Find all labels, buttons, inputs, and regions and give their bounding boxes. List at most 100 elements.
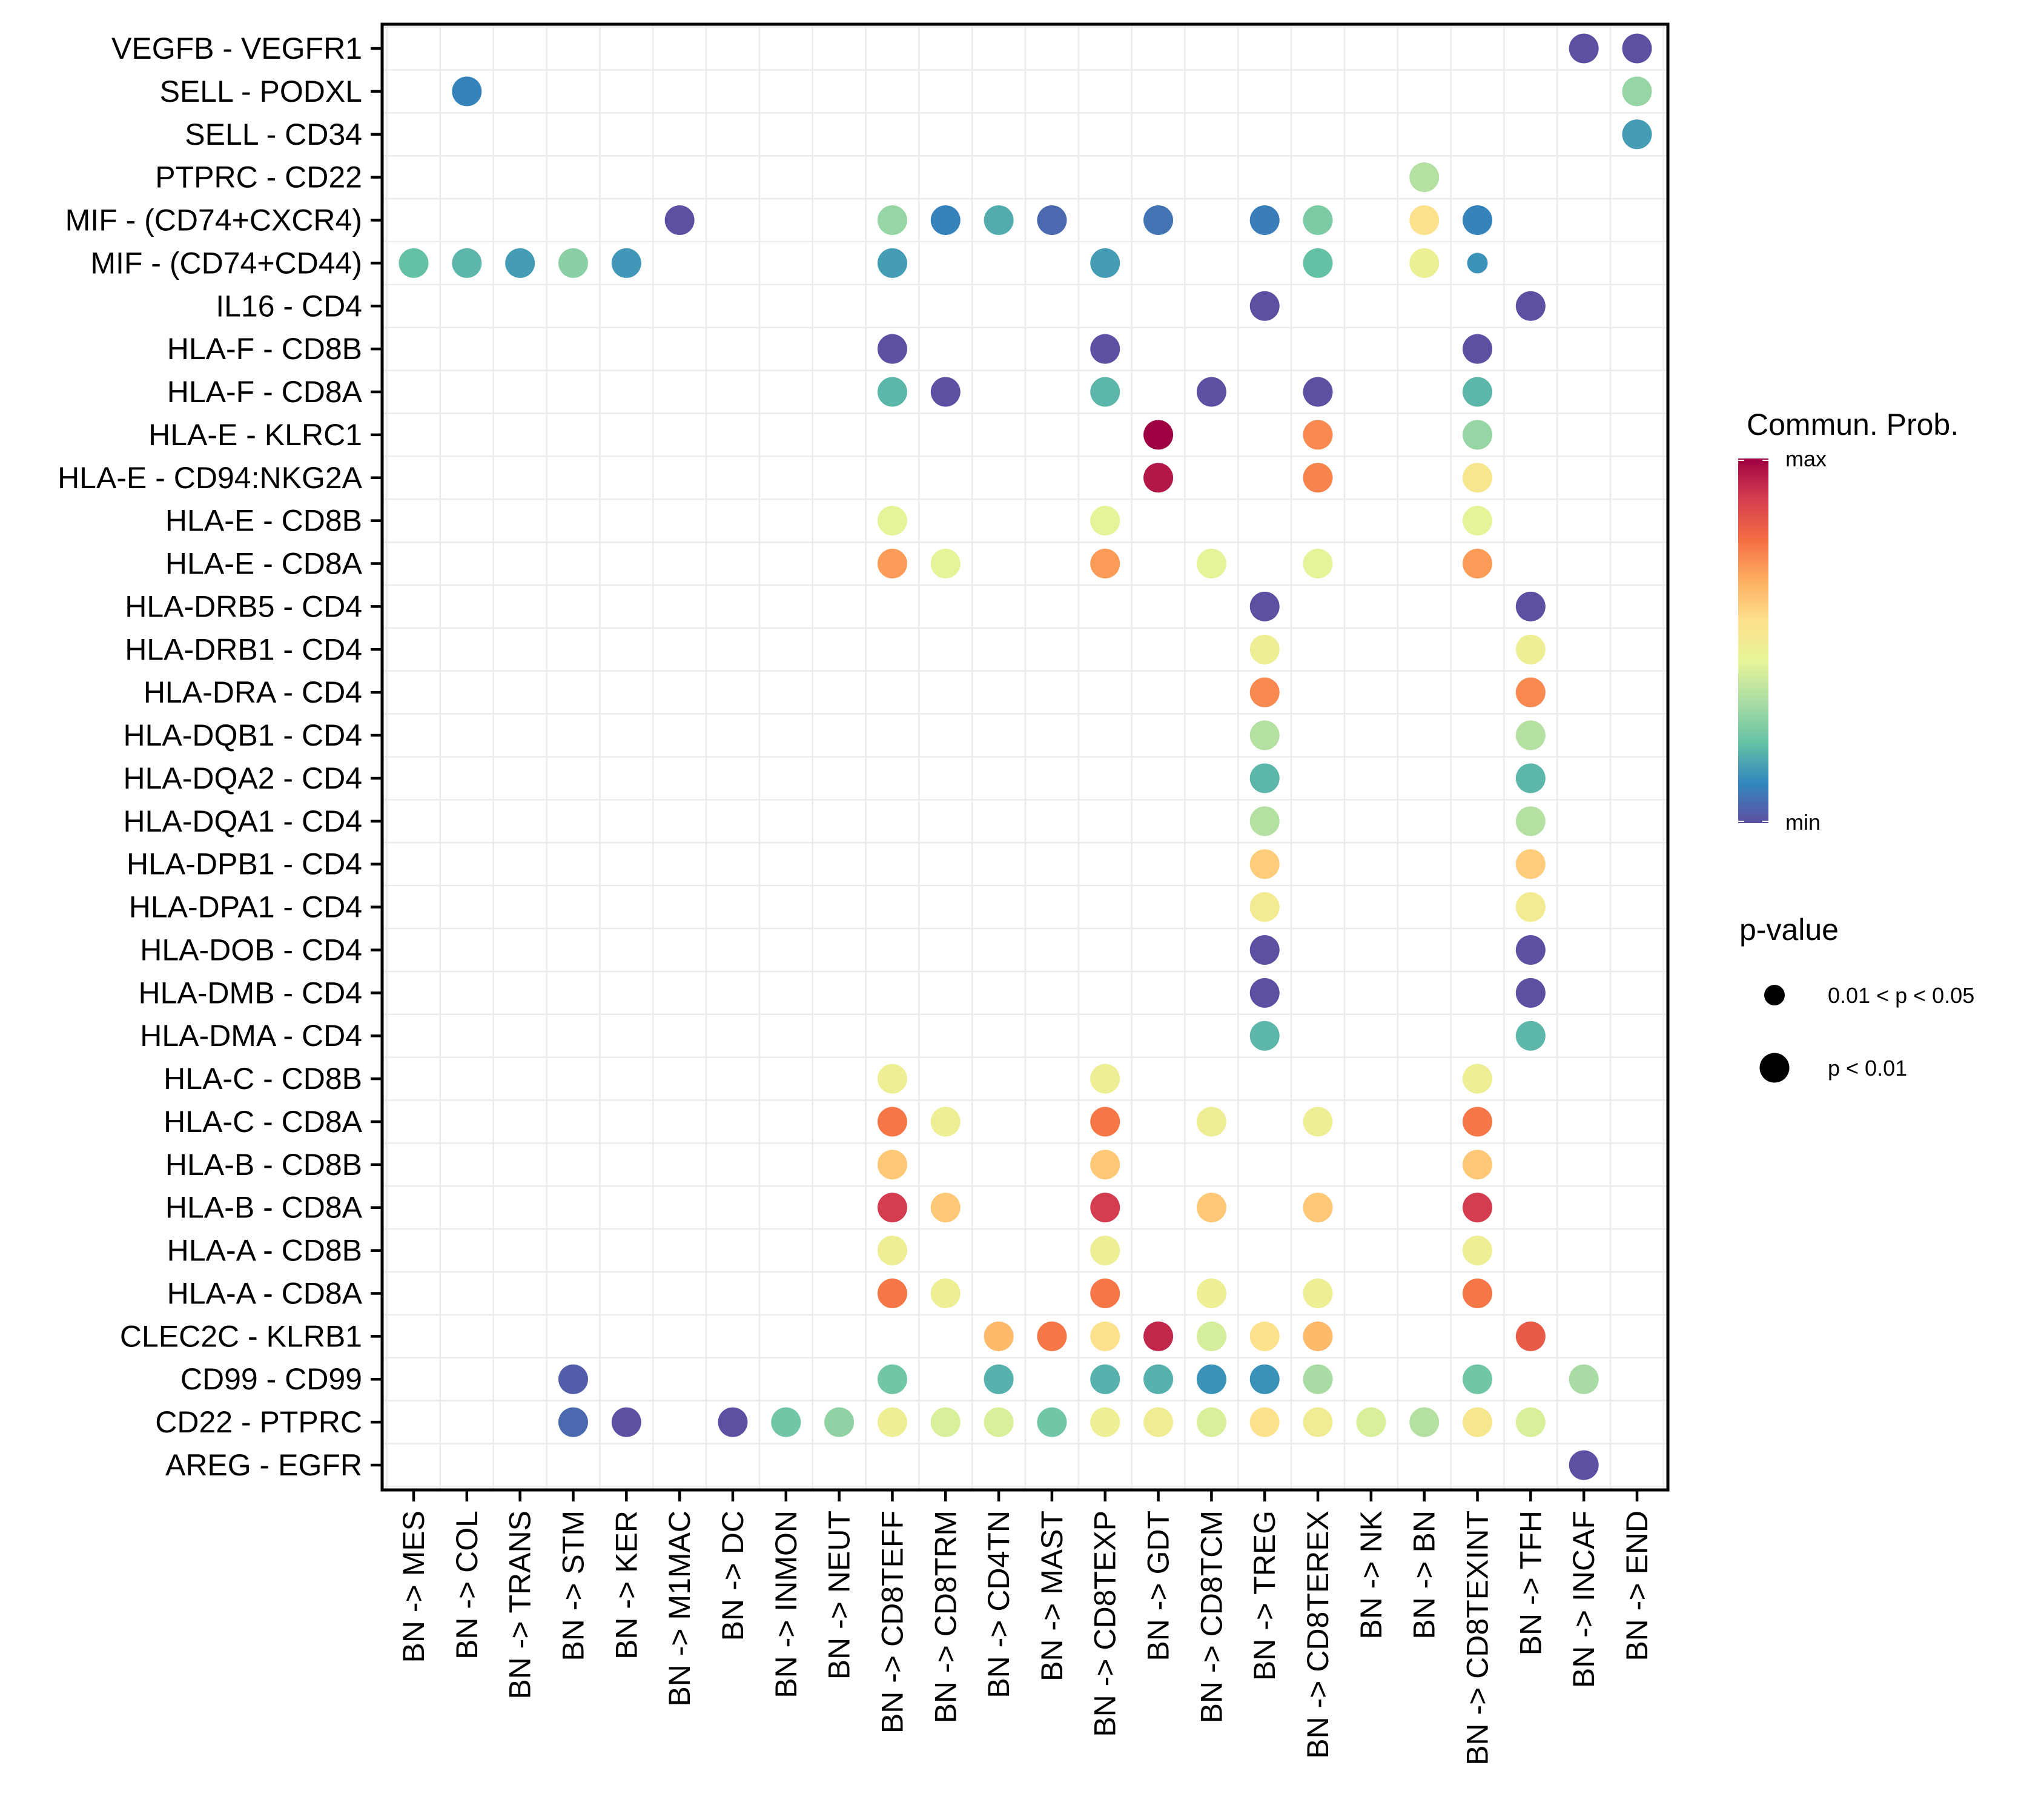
y-tick-label: HLA-F - CD8A <box>167 375 363 409</box>
x-tick-label: BN -> NK <box>1354 1511 1388 1640</box>
data-point <box>984 1364 1014 1394</box>
y-tick-label: HLA-A - CD8B <box>167 1234 362 1268</box>
x-tick-label: BN -> GDT <box>1142 1511 1176 1661</box>
data-point <box>1196 1107 1226 1137</box>
data-point <box>1196 1193 1226 1223</box>
data-point <box>1303 1193 1333 1223</box>
y-tick-label: HLA-C - CD8A <box>164 1105 362 1139</box>
data-point <box>930 377 961 407</box>
data-point <box>611 1407 641 1437</box>
y-tick-label: SELL - PODXL <box>160 74 362 108</box>
data-point <box>1622 119 1652 150</box>
y-tick-label: HLA-B - CD8A <box>165 1191 363 1225</box>
data-point <box>877 1064 907 1094</box>
data-point <box>1249 978 1280 1008</box>
data-point <box>1515 849 1546 879</box>
data-point <box>1303 1321 1333 1351</box>
size-legend-label-large: p < 0.01 <box>1828 1056 1907 1081</box>
points <box>399 33 1652 1480</box>
data-point <box>877 1193 907 1223</box>
data-point <box>558 1364 588 1394</box>
data-point <box>1515 892 1546 922</box>
data-point <box>1249 205 1280 236</box>
data-point <box>877 506 907 536</box>
data-point <box>930 1278 961 1308</box>
data-point <box>1090 1193 1120 1223</box>
data-point <box>1037 205 1067 236</box>
y-tick-label: HLA-DPB1 - CD4 <box>127 847 362 881</box>
data-point <box>1467 253 1488 274</box>
y-tick-label: HLA-E - CD94:NKG2A <box>58 461 363 495</box>
data-point <box>1249 763 1280 793</box>
y-tick-label: HLA-DQA1 - CD4 <box>123 804 362 838</box>
colorbar <box>1738 458 1768 823</box>
x-tick-label: BN -> TRANS <box>503 1511 537 1700</box>
y-tick-label: HLA-DQB1 - CD4 <box>123 718 362 752</box>
data-point <box>930 549 961 579</box>
data-point <box>1249 591 1280 621</box>
data-point <box>1090 1107 1120 1137</box>
size-legend: p-value 0.01 < p < 0.05 p < 0.01 <box>1739 913 1974 1083</box>
data-point <box>1463 1236 1493 1266</box>
x-axis: BN -> MES BN -> COL BN -> TRANS BN -> STM BN… <box>397 1490 1654 1766</box>
data-point <box>1303 1364 1333 1394</box>
data-point <box>1090 1150 1120 1180</box>
data-point <box>1515 634 1546 664</box>
data-point <box>1249 1407 1280 1437</box>
data-point <box>1463 506 1493 536</box>
data-point <box>1515 291 1546 321</box>
data-point <box>877 1278 907 1308</box>
data-point <box>824 1407 855 1437</box>
data-point <box>1037 1321 1067 1351</box>
data-point <box>877 1150 907 1180</box>
data-point <box>1463 463 1493 493</box>
x-tick-label: BN -> TFH <box>1513 1511 1547 1655</box>
data-point <box>1249 935 1280 965</box>
data-point <box>877 334 907 364</box>
data-point <box>877 1236 907 1266</box>
data-point <box>930 1107 961 1137</box>
data-point <box>1409 162 1440 193</box>
data-point <box>1196 1278 1226 1308</box>
data-point <box>877 205 907 236</box>
data-point <box>1196 549 1226 579</box>
data-point <box>1303 377 1333 407</box>
data-point <box>1196 1321 1226 1351</box>
data-point <box>1303 248 1333 278</box>
data-point <box>1569 33 1599 64</box>
data-point <box>1409 205 1440 236</box>
x-tick-label: BN -> STM <box>556 1511 590 1661</box>
data-point <box>1463 1278 1493 1308</box>
data-point <box>1249 291 1280 321</box>
size-legend-dot-small <box>1764 985 1785 1005</box>
y-tick-label: CD22 - PTPRC <box>155 1405 362 1439</box>
data-point <box>1249 1021 1280 1051</box>
data-point <box>930 1407 961 1437</box>
data-point <box>1515 1021 1546 1051</box>
data-point <box>718 1407 748 1437</box>
color-legend-min-label: min <box>1785 810 1821 835</box>
data-point <box>1303 463 1333 493</box>
data-point <box>1196 1407 1226 1437</box>
data-point <box>1249 892 1280 922</box>
x-tick-label: BN -> TREG <box>1248 1511 1282 1681</box>
data-point <box>1143 1364 1174 1394</box>
data-point <box>1249 1364 1280 1394</box>
data-point <box>1463 420 1493 450</box>
data-point <box>1463 1064 1493 1094</box>
y-tick-label: HLA-DMA - CD4 <box>140 1019 362 1053</box>
size-legend-label-small: 0.01 < p < 0.05 <box>1828 983 1974 1008</box>
x-tick-label: BN -> NEUT <box>822 1511 856 1680</box>
x-tick-label: BN -> INCAF <box>1567 1511 1601 1688</box>
data-point <box>664 205 695 236</box>
y-tick-label: MIF - (CD74+CXCR4) <box>65 204 362 237</box>
x-tick-label: BN -> CD8TEXP <box>1088 1511 1122 1737</box>
y-tick-label: HLA-DRB5 - CD4 <box>125 589 362 623</box>
y-tick-label: CLEC2C - KLRB1 <box>120 1319 362 1353</box>
y-tick-label: PTPRC - CD22 <box>155 161 362 194</box>
data-point <box>1463 549 1493 579</box>
size-legend-title: p-value <box>1739 913 1839 947</box>
data-point <box>1356 1407 1386 1437</box>
data-point <box>1090 1321 1120 1351</box>
